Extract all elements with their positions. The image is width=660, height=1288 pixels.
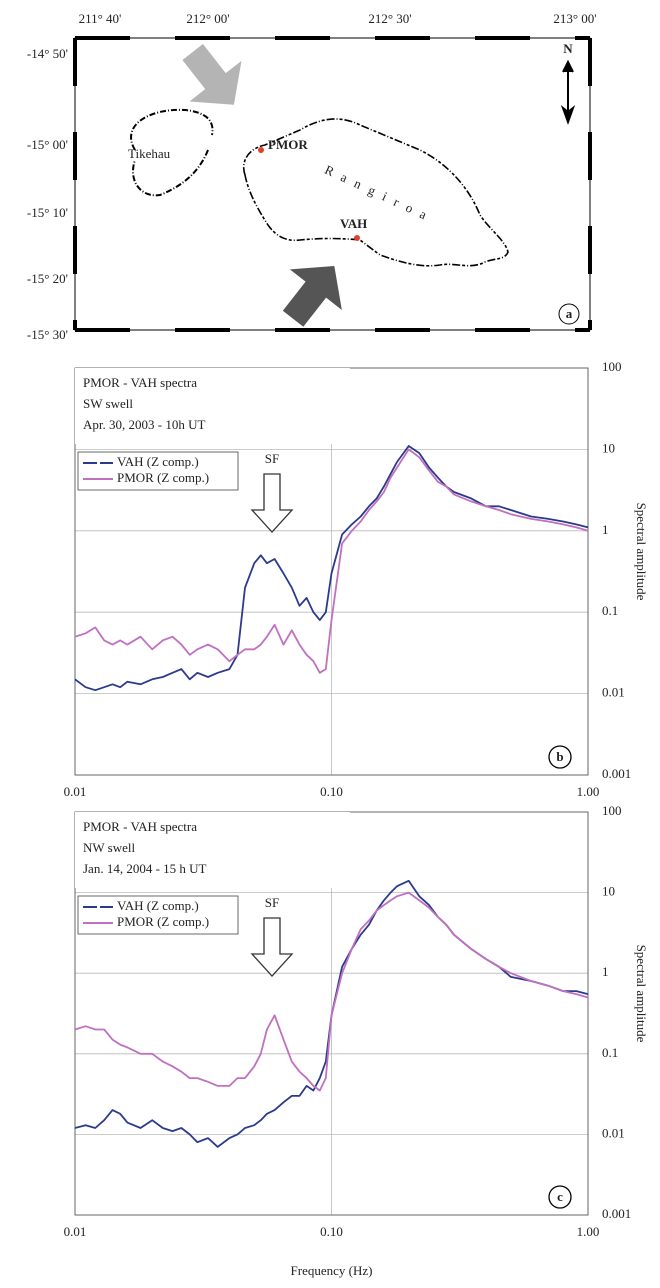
x-axis-label: Frequency (Hz)	[291, 1263, 373, 1278]
chart: 0.001 0.01 0.1 1 10 100 0.01 0.10 1.00 PMOR - VAH…	[64, 359, 649, 799]
sf-label: SF	[265, 451, 279, 466]
y-tick-label: 0.01	[602, 685, 625, 700]
info-text: Apr. 30, 2003 - 10h UT	[83, 417, 205, 432]
lon-label: 211° 40'	[79, 11, 122, 26]
panel-label: a	[566, 306, 573, 321]
series-line	[74, 445, 589, 692]
y-tick-label: 10	[602, 440, 615, 455]
panel-circle	[548, 1185, 572, 1209]
y-axis-label: Spectral amplitude	[634, 945, 649, 1043]
legend-box	[77, 895, 239, 935]
x-tick-label: 0.10	[320, 784, 343, 799]
panel-label: c	[557, 1189, 563, 1204]
lon-label: 213° 00'	[553, 11, 596, 26]
legend-label: VAH (Z comp.)	[117, 454, 199, 469]
info-text: PMOR - VAH spectra	[83, 819, 197, 834]
lat-label: -15° 10'	[27, 205, 68, 220]
rangiroa-outline	[243, 118, 509, 267]
series-line	[74, 891, 589, 1092]
legend-label: VAH (Z comp.)	[117, 898, 199, 913]
y-tick-label: 0.01	[602, 1125, 625, 1140]
legend-label: PMOR (Z comp.)	[117, 914, 209, 929]
y-tick-label: 100	[602, 803, 622, 818]
y-tick-label: 1	[602, 522, 609, 537]
info-text: PMOR - VAH spectra	[83, 375, 197, 390]
x-tick-label: 1.00	[577, 1224, 600, 1239]
swell-arrow-nw	[182, 43, 242, 105]
y-tick-label: 100	[602, 359, 622, 374]
panel-circle	[548, 745, 572, 769]
x-tick-label: 1.00	[577, 784, 600, 799]
tikehau-outline	[130, 108, 214, 197]
north-arrow	[560, 59, 576, 125]
lon-label: 212° 00'	[186, 11, 229, 26]
lat-label: -15° 30'	[27, 327, 68, 342]
station-label: PMOR	[268, 137, 308, 152]
lat-label: -14° 50'	[27, 46, 68, 61]
series-line	[74, 448, 589, 674]
sf-arrow	[250, 917, 294, 977]
info-text: SW swell	[83, 396, 133, 411]
chart: 0.001 0.01 0.1 1 10 100 0.01 0.10 1.00 PMOR - VAH…	[64, 803, 649, 1278]
sf-arrow	[250, 473, 294, 533]
y-tick-label: 0.1	[602, 603, 618, 618]
swell-arrow-sw	[282, 265, 342, 327]
lat-label: -15° 00'	[27, 137, 68, 152]
y-tick-label: 10	[602, 884, 615, 899]
lat-label: -15° 20'	[27, 271, 68, 286]
y-tick-label: 1	[602, 964, 609, 979]
station-label: VAH	[340, 216, 367, 231]
x-tick-label: 0.01	[64, 784, 87, 799]
info-text: NW swell	[83, 840, 136, 855]
y-tick-label: 0.1	[602, 1045, 618, 1060]
panel-label: b	[556, 749, 563, 764]
info-box	[75, 812, 350, 888]
map-panel: Tikehau Rangiroa PMOR VAH N a 211° 40' 2…	[27, 11, 597, 342]
station-marker	[258, 147, 264, 153]
info-box	[75, 368, 350, 444]
panel-circle	[558, 303, 580, 325]
legend-box	[77, 451, 239, 491]
sf-label: SF	[265, 895, 279, 910]
x-tick-label: 0.10	[320, 1224, 343, 1239]
x-tick-label: 0.01	[64, 1224, 87, 1239]
y-tick-label: 0.001	[602, 766, 631, 781]
lon-label: 212° 30'	[368, 11, 411, 26]
north-label: N	[563, 41, 573, 56]
info-text: Jan. 14, 2004 - 15 h UT	[83, 861, 207, 876]
y-axis-label: Spectral amplitude	[634, 503, 649, 601]
station-marker	[354, 235, 360, 241]
map-frame-ticks	[73, 36, 592, 332]
y-tick-label: 0.001	[602, 1206, 631, 1221]
legend-label: PMOR (Z comp.)	[117, 470, 209, 485]
place-label: Tikehau	[128, 146, 171, 161]
